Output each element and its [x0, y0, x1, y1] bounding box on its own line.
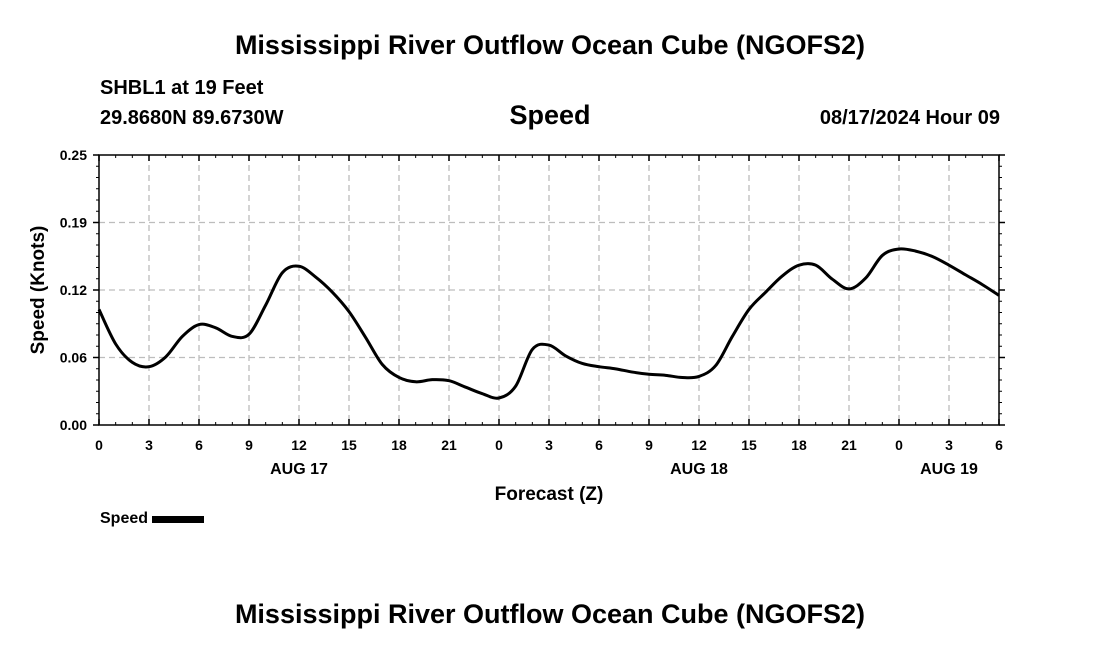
speed-data-point — [748, 308, 750, 311]
speed-data-point — [848, 288, 850, 290]
speed-data-point — [665, 374, 667, 376]
speed-data-point — [898, 248, 900, 250]
speed-data-point — [365, 336, 367, 339]
speed-data-point — [815, 264, 817, 266]
x-tick-label: 21 — [841, 437, 857, 453]
speed-data-point — [98, 308, 100, 311]
speed-data-point — [381, 363, 383, 366]
speed-data-point — [131, 361, 133, 363]
x-tick-label: 0 — [895, 437, 903, 453]
speed-data-point — [165, 356, 167, 358]
speed-data-point — [348, 311, 350, 313]
speed-data-point — [631, 371, 633, 373]
forecast-timestamp: 08/17/2024 Hour 09 — [819, 107, 1000, 129]
speed-data-point — [915, 250, 917, 252]
speed-data-point — [881, 254, 883, 257]
x-tick-label: 15 — [341, 437, 357, 453]
legend-line-swatch — [152, 515, 205, 523]
x-tick-label: 12 — [291, 437, 307, 453]
chart-title: Mississippi River Outflow Ocean Cube (NG… — [234, 30, 866, 60]
speed-data-point — [315, 276, 317, 278]
x-tick-label: 3 — [145, 437, 153, 453]
speed-data-point — [931, 255, 933, 258]
y-tick-label: 0.06 — [60, 350, 87, 366]
speed-data-point — [648, 373, 650, 375]
speed-data-point — [415, 381, 417, 383]
variable-name: Speed — [509, 100, 591, 130]
speed-data-point — [215, 327, 217, 329]
speed-data-point — [298, 265, 300, 267]
speed-data-point — [715, 365, 717, 367]
speed-data-point — [698, 375, 700, 377]
speed-data-point — [231, 335, 233, 338]
x-tick-label: 6 — [995, 437, 1003, 453]
plot-frame — [98, 154, 1000, 426]
speed-data-point — [281, 272, 283, 274]
speed-data-point — [598, 366, 600, 368]
y-tick-label: 0.00 — [60, 417, 87, 433]
x-tick-label: 18 — [391, 437, 407, 453]
speed-data-point — [181, 335, 183, 338]
x-tick-label: 6 — [195, 437, 203, 453]
speed-data-point — [515, 385, 517, 387]
speed-data-point — [981, 284, 983, 286]
speed-data-point — [531, 348, 533, 350]
x-tick-label: 3 — [945, 437, 953, 453]
speed-data-point — [865, 277, 867, 279]
speed-data-point — [431, 379, 433, 381]
speed-data-point — [248, 333, 250, 335]
y-tick-label: 0.19 — [60, 215, 87, 231]
speed-data-point — [565, 355, 567, 357]
x-tick-label: 18 — [791, 437, 807, 453]
station-label: SHBL1 at 19 Feet — [100, 77, 264, 99]
x-tick-label: 21 — [441, 437, 457, 453]
speed-data-point — [448, 380, 450, 382]
footer-title: Mississippi River Outflow Ocean Cube (NG… — [234, 599, 866, 629]
x-tick-label: 0 — [495, 437, 503, 453]
y-tick-label: 0.25 — [60, 147, 87, 163]
speed-data-point — [798, 264, 800, 266]
x-tick-label: 9 — [245, 437, 253, 453]
x-axis-title: Forecast (Z) — [495, 484, 604, 505]
speed-data-point — [148, 366, 150, 368]
x-tick-label: 15 — [741, 437, 757, 453]
speed-data-point — [465, 386, 467, 388]
y-axis-title: Speed (Knots) — [28, 226, 49, 355]
speed-data-point — [965, 274, 967, 276]
x-tick-label: 3 — [545, 437, 553, 453]
station-coordinates: 29.8680N 89.6730W — [100, 107, 284, 129]
legend: Speed — [100, 510, 205, 528]
speed-data-point — [198, 323, 200, 326]
speed-data-point — [498, 397, 500, 399]
speed-data-point — [481, 393, 483, 395]
speed-data-point — [948, 264, 950, 266]
speed-data-point — [265, 304, 267, 306]
date-label: AUG 17 — [270, 461, 328, 478]
speed-data-point — [765, 291, 767, 293]
legend-label: Speed — [100, 510, 149, 527]
speed-data-point — [781, 275, 783, 277]
speed-data-point — [398, 376, 400, 379]
speed-data-point — [998, 294, 1000, 296]
x-tick-label: 12 — [691, 437, 707, 453]
x-tick-label: 9 — [645, 437, 653, 453]
x-tick-label: 6 — [595, 437, 603, 453]
speed-data-point — [548, 344, 550, 346]
speed-data-point — [731, 335, 733, 338]
x-tick-label: 0 — [95, 437, 103, 453]
speed-data-point — [581, 362, 583, 365]
speed-data-point — [615, 368, 617, 370]
date-label: AUG 18 — [670, 461, 728, 478]
date-label: AUG 19 — [920, 461, 978, 478]
speed-data-point — [331, 291, 333, 293]
speed-data-point — [115, 343, 117, 345]
y-tick-label: 0.12 — [60, 282, 87, 298]
speed-data-point — [831, 278, 833, 280]
speed-data-point — [681, 376, 683, 379]
